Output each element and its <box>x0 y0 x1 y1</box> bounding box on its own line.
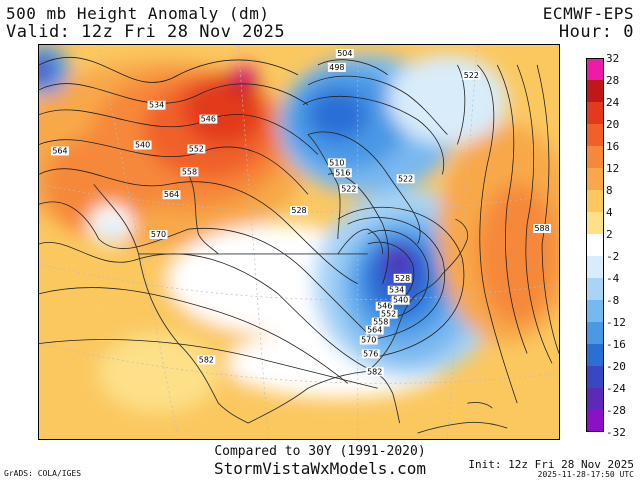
colorbar-swatch <box>586 234 604 257</box>
colorbar-tick-label: -2 <box>606 250 620 263</box>
colorbar-tick-label: 16 <box>606 140 620 153</box>
colorbar-tick-label: -20 <box>606 360 626 373</box>
colorbar-tick-label: 20 <box>606 118 620 131</box>
contour-label: 570 <box>361 335 376 344</box>
contour-label: 516 <box>335 168 350 177</box>
colorbar-tick-label: -32 <box>606 426 626 439</box>
anomaly-colorbar <box>586 58 604 432</box>
colorbar-tick-label: -4 <box>606 272 620 285</box>
contour-label: 522 <box>398 174 413 183</box>
colorbar-tick-label: -8 <box>606 294 620 307</box>
contour-label: 552 <box>381 310 396 319</box>
colorbar-swatch <box>586 190 604 213</box>
contour-label: 540 <box>135 140 150 149</box>
contour-label: 534 <box>389 286 404 295</box>
init-time: Init: 12z Fri 28 Nov 2025 <box>468 458 634 471</box>
colorbar-swatch <box>586 168 604 191</box>
colorbar-border <box>586 58 604 432</box>
contour-label: 582 <box>199 355 214 364</box>
colorbar-swatch <box>586 388 604 411</box>
colorbar-tick-label: 12 <box>606 162 620 175</box>
colorbar-tick-label: 24 <box>606 96 620 109</box>
colorbar-tick-label: 32 <box>606 52 620 65</box>
contour-label: 498 <box>329 63 344 72</box>
site-name: StormVistaWxModels.com <box>214 459 426 478</box>
contour-label: 546 <box>377 302 392 311</box>
colorbar-tick-label: 4 <box>606 206 613 219</box>
height-anomaly-map: 504 498 522 534 546 564 540 552 558 564 … <box>38 44 560 440</box>
colorbar-swatch <box>586 278 604 301</box>
colorbar-swatch <box>586 58 604 81</box>
colorbar-tick-label: 8 <box>606 184 613 197</box>
contour-label: 558 <box>373 318 388 327</box>
colorbar-swatch <box>586 124 604 147</box>
map-title: 500 mb Height Anomaly (dm) <box>6 4 270 23</box>
contour-label: 528 <box>291 206 306 215</box>
colorbar-swatch <box>586 366 604 389</box>
contour-label: 522 <box>341 184 356 193</box>
contour-label: 558 <box>182 167 197 176</box>
colorbar-swatch <box>586 256 604 279</box>
contour-label: 570 <box>151 230 166 239</box>
colorbar-tick-label: -28 <box>606 404 626 417</box>
model-name: ECMWF-EPS <box>542 4 634 23</box>
colorbar-swatch <box>586 102 604 125</box>
contour-label: 504 <box>337 49 352 58</box>
colorbar-swatch <box>586 344 604 367</box>
contour-label: 576 <box>363 349 378 358</box>
contour-label: 564 <box>367 326 382 335</box>
colorbar-swatch <box>586 322 604 345</box>
contour-label: 528 <box>395 274 410 283</box>
colorbar-tick-label: -12 <box>606 316 626 329</box>
contour-label: 582 <box>367 367 382 376</box>
colorbar-tick-label: -16 <box>606 338 626 351</box>
generated-stamp: 2025-11-28-17:50 UTC <box>537 470 634 479</box>
contour-label: 588 <box>534 224 549 233</box>
contour-label: 534 <box>149 101 164 110</box>
contour-label: 540 <box>393 296 408 305</box>
contour-label: 564 <box>52 146 67 155</box>
colorbar-swatch <box>586 300 604 323</box>
climatology-note: Compared to 30Y (1991-2020) <box>214 444 426 459</box>
valid-time: Valid: 12z Fri 28 Nov 2025 <box>6 22 286 42</box>
colorbar-tick-label: 28 <box>606 74 620 87</box>
contour-label: 510 <box>329 158 344 167</box>
forecast-hour: Hour: 0 <box>558 22 634 42</box>
contour-label: 564 <box>164 190 179 199</box>
colorbar-swatch <box>586 212 604 235</box>
colorbar-tick-label: 2 <box>606 228 613 241</box>
colorbar-swatch <box>586 410 604 432</box>
contour-label: 522 <box>464 71 479 80</box>
colorbar-tick-label: -24 <box>606 382 626 395</box>
contour-label: 552 <box>189 144 204 153</box>
colorbar-swatch <box>586 146 604 169</box>
grads-credit: GrADS: COLA/IGES <box>4 469 82 478</box>
colorbar-swatch <box>586 80 604 103</box>
contour-label: 546 <box>201 115 216 124</box>
